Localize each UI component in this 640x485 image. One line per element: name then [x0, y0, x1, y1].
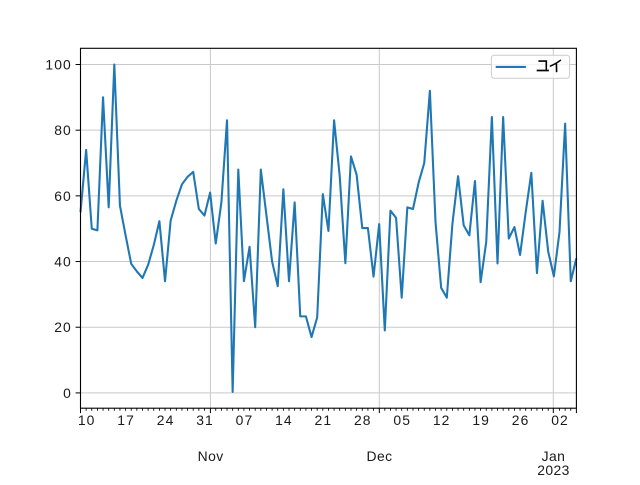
- svg-text:24: 24: [157, 412, 175, 428]
- svg-text:2023: 2023: [537, 462, 570, 478]
- svg-text:80: 80: [54, 122, 72, 138]
- svg-text:17: 17: [117, 412, 135, 428]
- svg-text:28: 28: [354, 412, 372, 428]
- svg-text:26: 26: [512, 412, 530, 428]
- svg-text:Nov: Nov: [198, 448, 224, 464]
- svg-text:02: 02: [551, 412, 569, 428]
- svg-text:Dec: Dec: [367, 448, 393, 464]
- svg-text:0: 0: [63, 385, 72, 401]
- svg-text:20: 20: [54, 319, 72, 335]
- svg-text:10: 10: [78, 412, 96, 428]
- svg-text:Jan: Jan: [542, 448, 566, 464]
- svg-text:05: 05: [393, 412, 411, 428]
- svg-text:31: 31: [196, 412, 214, 428]
- svg-text:07: 07: [236, 412, 254, 428]
- svg-text:14: 14: [275, 412, 293, 428]
- svg-text:21: 21: [315, 412, 333, 428]
- svg-text:60: 60: [54, 188, 72, 204]
- svg-text:100: 100: [45, 56, 71, 72]
- svg-text:12: 12: [433, 412, 451, 428]
- svg-text:40: 40: [54, 253, 72, 269]
- svg-text:19: 19: [472, 412, 490, 428]
